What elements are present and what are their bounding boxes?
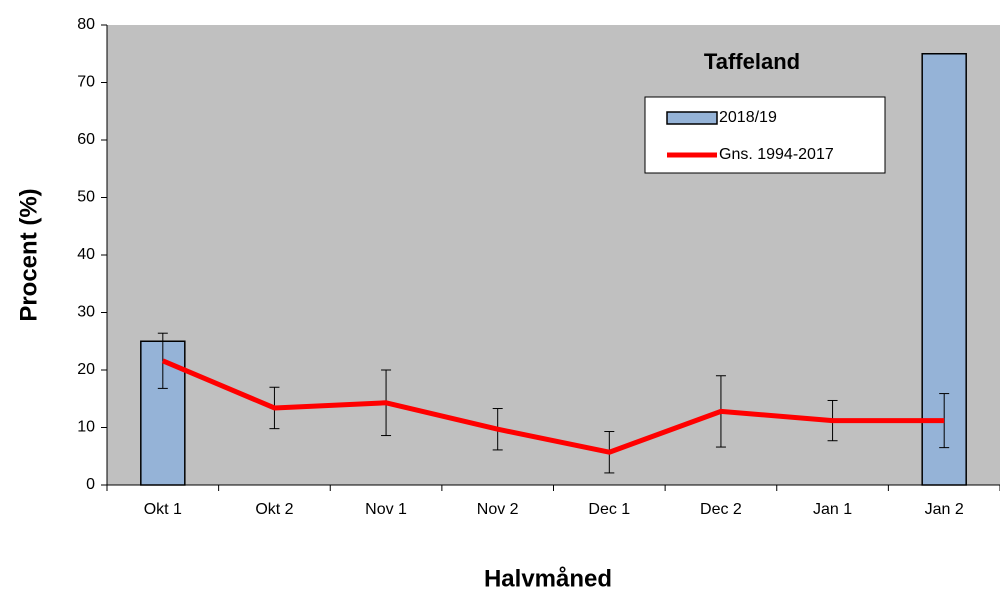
x-tick-label: Jan 1 <box>813 501 852 518</box>
chart-title: Taffeland <box>704 49 800 74</box>
x-tick-label: Nov 2 <box>477 501 519 518</box>
legend <box>644 96 886 174</box>
y-tick-label: 0 <box>86 476 95 493</box>
x-tick-label: Dec 2 <box>700 501 742 518</box>
legend-label: Gns. 1994-2017 <box>719 146 834 163</box>
x-tick-label: Jan 2 <box>925 501 964 518</box>
legend-swatch <box>666 111 718 125</box>
x-tick-label: Dec 1 <box>588 501 630 518</box>
y-tick-label: 70 <box>77 74 95 91</box>
y-tick-label: 40 <box>77 246 95 263</box>
y-tick-label: 60 <box>77 131 95 148</box>
legend-label: 2018/19 <box>719 109 777 126</box>
x-tick-label: Nov 1 <box>365 501 407 518</box>
y-tick-label: 10 <box>77 419 95 436</box>
x-axis-label: Halvmåned <box>484 565 612 592</box>
y-tick-label: 20 <box>77 361 95 378</box>
y-tick-label: 30 <box>77 304 95 321</box>
y-axis-label: Procent (%) <box>15 188 42 321</box>
x-tick-label: Okt 1 <box>144 501 182 518</box>
x-tick-label: Okt 2 <box>255 501 293 518</box>
plot-area <box>107 25 1000 485</box>
y-tick-label: 50 <box>77 189 95 206</box>
line <box>161 358 945 455</box>
y-tick-label: 80 <box>77 16 95 33</box>
